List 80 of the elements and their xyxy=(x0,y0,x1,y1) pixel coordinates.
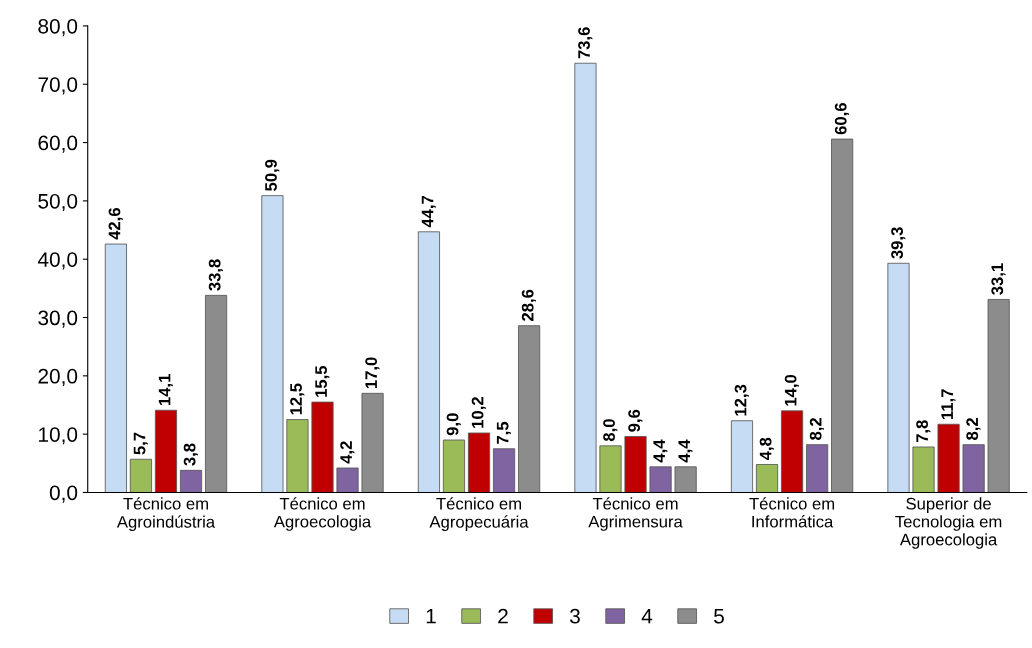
data-label: 15,5 xyxy=(315,365,330,397)
y-tick-label: 0,0 xyxy=(49,485,78,503)
data-label: 12,5 xyxy=(290,383,305,415)
x-tick-label: Técnico em Informática xyxy=(749,497,835,528)
x-tick-label: Superior de Tecnologia em Agroecologia xyxy=(895,497,1002,549)
x-tick-label: Técnico em Agroindústria xyxy=(116,497,216,532)
bar xyxy=(286,419,309,493)
bar xyxy=(574,62,597,493)
y-tick-label: 80,0 xyxy=(38,18,78,37)
bar xyxy=(987,299,1010,493)
bar xyxy=(831,138,854,493)
data-label: 4,2 xyxy=(340,441,355,464)
data-label: 28,6 xyxy=(521,289,536,321)
legend-label: 2 xyxy=(498,608,508,624)
legend-label: 5 xyxy=(714,609,724,624)
data-label: 5,7 xyxy=(133,432,148,455)
y-tick-label: 10,0 xyxy=(39,427,78,445)
data-label: 14,1 xyxy=(158,374,173,406)
bar xyxy=(937,423,960,493)
bar xyxy=(361,392,384,493)
bar xyxy=(599,445,622,493)
data-label: 3,8 xyxy=(183,443,198,466)
bar xyxy=(205,294,228,493)
data-label: 7,8 xyxy=(916,420,931,443)
bar xyxy=(104,243,127,493)
bar xyxy=(674,466,697,493)
y-tick-label: 50,0 xyxy=(38,193,78,212)
bar xyxy=(755,464,779,493)
data-label: 39,3 xyxy=(891,227,906,259)
data-label: 9,6 xyxy=(628,409,643,432)
bar xyxy=(442,439,466,493)
bar xyxy=(493,448,516,493)
bar xyxy=(806,444,829,493)
data-label: 42,6 xyxy=(108,208,123,240)
bar xyxy=(518,325,541,493)
data-label: 33,1 xyxy=(991,263,1006,295)
bar xyxy=(912,446,935,493)
y-tick-label: 40,0 xyxy=(37,252,78,270)
bar xyxy=(261,195,284,493)
data-label: 44,7 xyxy=(421,195,436,228)
data-label: 8,2 xyxy=(809,417,824,440)
x-tick-label: Técnico em Agroecologia xyxy=(273,497,372,531)
y-tick-label: 70,0 xyxy=(38,77,78,95)
bar xyxy=(311,401,334,493)
bar xyxy=(154,409,178,493)
data-label: 12,3 xyxy=(734,384,749,416)
bar xyxy=(730,420,754,493)
data-label: 8,2 xyxy=(966,417,981,440)
data-label: 17,0 xyxy=(365,357,380,389)
y-tick-label: 20,0 xyxy=(38,368,78,387)
data-label: 9,0 xyxy=(446,413,461,436)
data-label: 10,2 xyxy=(471,397,486,428)
bar xyxy=(129,458,152,493)
bar xyxy=(781,410,804,493)
data-label: 4,8 xyxy=(759,437,774,461)
bar xyxy=(417,231,440,493)
data-label: 33,8 xyxy=(208,259,223,291)
data-label: 4,4 xyxy=(653,439,668,463)
bar xyxy=(624,436,647,493)
x-tick-label: Técnico em Agropecuária xyxy=(429,497,529,532)
data-label: 50,9 xyxy=(265,159,280,191)
data-label: 8,0 xyxy=(603,419,618,442)
legend-label: 1 xyxy=(426,609,436,624)
x-tick-label: Técnico em Agrimensura xyxy=(588,497,683,531)
bar xyxy=(336,467,359,493)
y-tick-label: 30,0 xyxy=(38,310,78,328)
y-tick-label: 60,0 xyxy=(38,135,78,153)
legend-label: 3 xyxy=(569,608,580,624)
data-label: 60,6 xyxy=(834,103,850,135)
data-label: 11,7 xyxy=(941,389,956,420)
bar xyxy=(649,466,672,493)
data-label: 4,4 xyxy=(678,439,693,463)
data-label: 73,6 xyxy=(578,27,593,59)
bar xyxy=(962,444,985,493)
data-label: 14,0 xyxy=(784,374,799,406)
bar xyxy=(179,469,203,493)
legend-label: 4 xyxy=(641,609,653,624)
bar xyxy=(467,432,491,493)
data-label: 7,5 xyxy=(496,421,511,444)
bar xyxy=(887,262,910,493)
